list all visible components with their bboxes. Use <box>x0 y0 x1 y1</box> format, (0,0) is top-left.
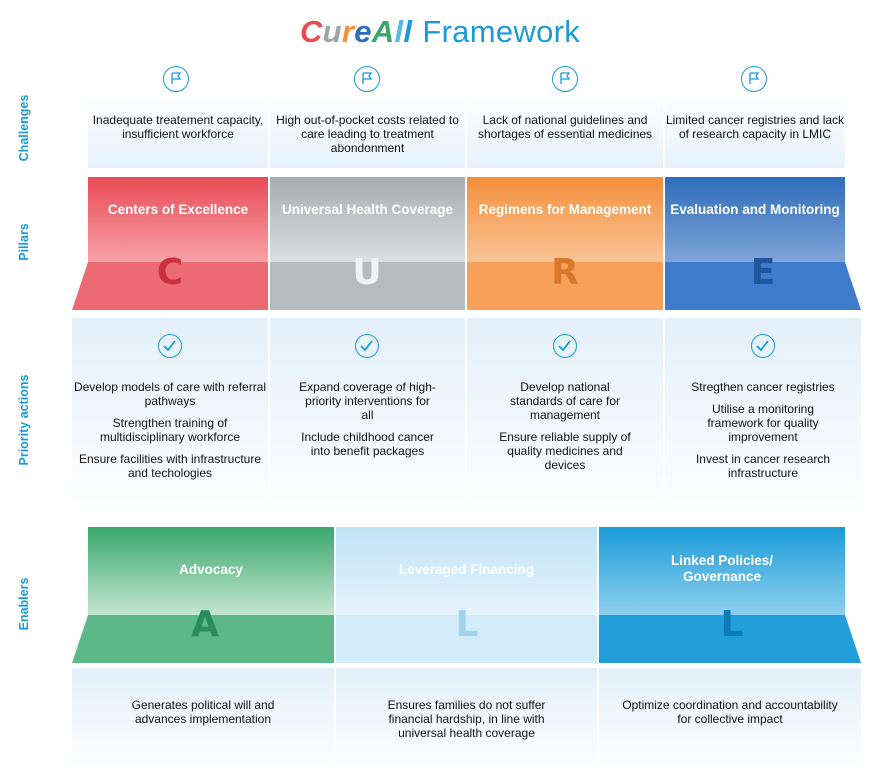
brand-logo: CureAll <box>300 14 412 49</box>
challenge-cell-1: Inadequate treatement capacity, insuffic… <box>88 93 268 168</box>
pillar-regimens-for-management: Regimens for Management <box>467 177 663 262</box>
brand-letter: e <box>354 14 372 49</box>
enabler-leveraged-financing: Leveraged Financing <box>336 527 597 615</box>
flag-icon <box>354 66 380 92</box>
pillar-centers-of-excellence: Centers of Excellence <box>88 177 268 262</box>
brand-letter: l <box>394 14 404 49</box>
title-framework: Framework <box>422 14 581 49</box>
brand-letter: l <box>403 14 413 49</box>
enabler-linked-policies: Linked Policies/ Governance <box>599 527 845 615</box>
check-icon <box>355 334 379 358</box>
check-icon <box>751 334 775 358</box>
enablers-floor <box>72 615 861 663</box>
brand-letter: u <box>322 14 342 49</box>
check-icon <box>158 334 182 358</box>
flag-icon <box>163 66 189 92</box>
enabler-letter: L <box>455 604 479 645</box>
pillar-letter: C <box>156 252 184 293</box>
challenge-cell-4: Limited cancer registries and lack of re… <box>665 93 845 168</box>
challenge-cell-3: Lack of national guidelines and shortage… <box>467 93 663 168</box>
challenge-cell-2: High out-of-pocket costs related to care… <box>270 93 465 168</box>
pillar-letter: U <box>352 252 382 293</box>
pillar-evaluation-and-monitoring: Evaluation and Monitoring <box>665 177 845 262</box>
flag-icon <box>552 66 578 92</box>
flag-icon <box>741 66 767 92</box>
enabler-description-1: Generates political will and advances im… <box>72 668 334 774</box>
enabler-letter: A <box>191 604 219 645</box>
check-icon <box>553 334 577 358</box>
pillar-letter: R <box>551 252 579 293</box>
brand-letter: A <box>371 14 395 49</box>
enabler-advocacy: Advocacy <box>88 527 334 615</box>
enabler-letter: L <box>720 604 744 645</box>
enabler-description-2: Ensures families do not suffer financial… <box>336 668 597 774</box>
enabler-description-3: Optimize coordination and accountability… <box>599 668 861 774</box>
brand-letter: r <box>341 14 355 49</box>
pillar-universal-health-coverage: Universal Health Coverage <box>270 177 465 262</box>
page-title: CureAll Framework <box>0 14 880 50</box>
brand-letter: C <box>299 14 323 49</box>
pillars-floor <box>72 262 861 310</box>
pillar-letter: E <box>750 252 776 293</box>
